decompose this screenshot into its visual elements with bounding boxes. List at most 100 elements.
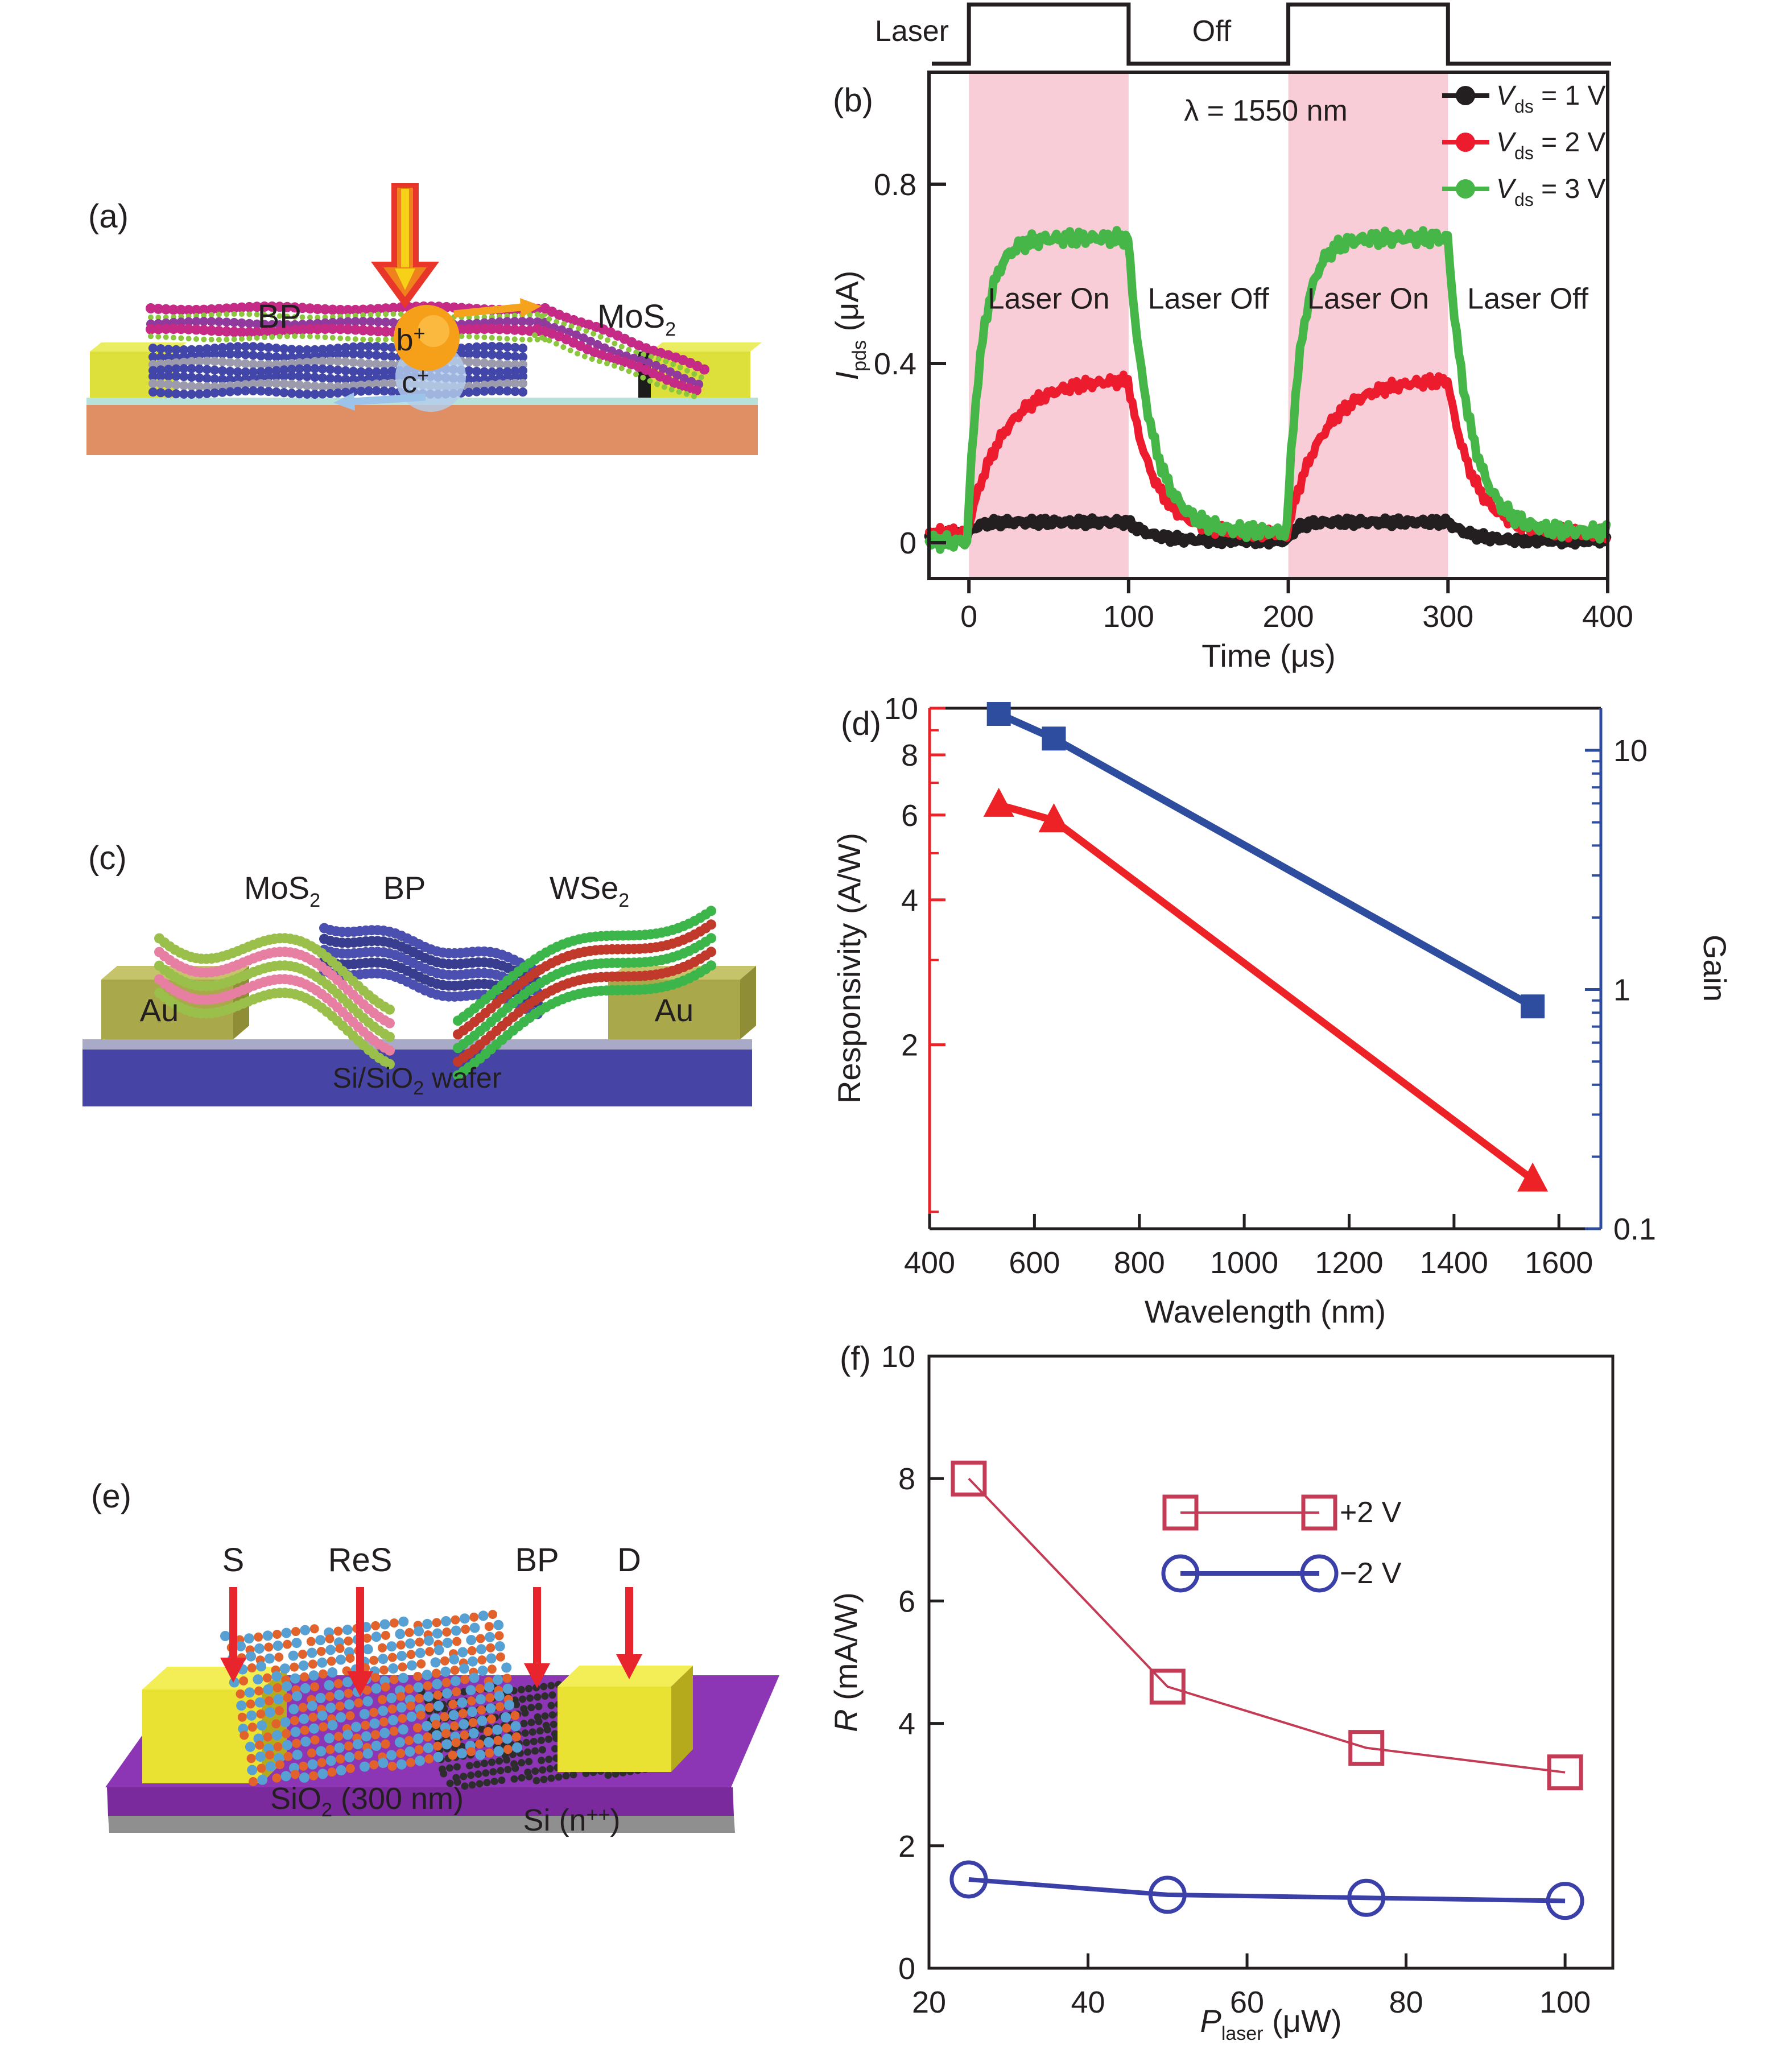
electron-transfer-arrowhead bbox=[333, 393, 355, 411]
tick-label: 8 bbox=[898, 1462, 915, 1496]
right-au-label: Au bbox=[655, 992, 694, 1028]
panel-b-time-trace-chart: 0 0.4 0.8 0 100 200 300 400 Laser On Laser Off Las… bbox=[829, 2, 1633, 674]
wafer-label: Si/SiO2 wafer bbox=[333, 1062, 502, 1099]
data-point bbox=[1547, 1754, 1583, 1791]
tick-label: 100 bbox=[1539, 1985, 1591, 2019]
electron-transfer-arrow bbox=[352, 393, 426, 406]
wse2-flake bbox=[453, 906, 716, 1081]
laser-on-band bbox=[1288, 72, 1448, 579]
panel-e-device-diagram: (e) S ReS BP D SiO2 (300 nm) Si (n++) bbox=[91, 1478, 779, 1837]
contact-arrowhead bbox=[616, 1654, 642, 1679]
res-label: ReS bbox=[328, 1542, 393, 1579]
tick-label: 6 bbox=[898, 1584, 915, 1618]
si-label: Si (n++) bbox=[523, 1803, 620, 1837]
panel-d-label: (d) bbox=[841, 705, 881, 742]
hole-transfer-arrowhead bbox=[520, 298, 542, 317]
right-electrode-top bbox=[651, 342, 762, 352]
panel-b-x-axis-title: Time (μs) bbox=[1201, 638, 1335, 674]
contact-arrowhead bbox=[347, 1671, 373, 1696]
panel-e-label: (e) bbox=[91, 1478, 131, 1515]
panel-b-legend-markers bbox=[1442, 86, 1489, 199]
panel-b-label: (b) bbox=[833, 82, 873, 119]
panel-d-series bbox=[983, 702, 1549, 1192]
tick-label: 1 bbox=[1613, 973, 1630, 1007]
panel-f-series bbox=[949, 1460, 1584, 1920]
left-au-label: Au bbox=[140, 992, 179, 1028]
data-point bbox=[983, 787, 1014, 817]
tick-label: 1200 bbox=[1315, 1246, 1383, 1280]
tick-label: 6 bbox=[901, 799, 918, 833]
photocurrent-traces bbox=[924, 226, 1612, 554]
data-point bbox=[1038, 803, 1070, 833]
timing-off-label: Off bbox=[1192, 15, 1232, 48]
tick-label: 4 bbox=[898, 1707, 915, 1741]
contact-arrowhead bbox=[524, 1663, 550, 1688]
legend-entry-minus2v: −2 V bbox=[1340, 1557, 1402, 1590]
drain-electrode-side bbox=[671, 1666, 693, 1772]
wafer-block bbox=[82, 1050, 752, 1106]
region-label: Laser Off bbox=[1467, 283, 1588, 316]
contact-arrowhead bbox=[220, 1658, 246, 1683]
data-point bbox=[1301, 1494, 1337, 1531]
plot-frame bbox=[927, 71, 1609, 580]
right-au-side bbox=[740, 966, 756, 1039]
gain-axis-title: Gain bbox=[1697, 935, 1733, 1002]
series-line bbox=[968, 1877, 1566, 1903]
tick-label: 1400 bbox=[1420, 1246, 1488, 1280]
laser-arrow-core-tip bbox=[395, 268, 415, 290]
tick-label: 80 bbox=[1389, 1985, 1423, 2019]
wse2-label: WSe2 bbox=[550, 870, 629, 911]
panel-c-device-diagram: (c) MoS2 BP WSe2 Au Au Si/SiO2 wafer bbox=[82, 840, 756, 1106]
data-point bbox=[1347, 1878, 1386, 1917]
panel-d-x-axis-title: Wavelength (nm) bbox=[1145, 1294, 1386, 1329]
mos2-flake bbox=[154, 933, 395, 1069]
tick-label: 10 bbox=[1613, 734, 1648, 768]
tick-label: 60 bbox=[1230, 1985, 1264, 2019]
data-point bbox=[1348, 1730, 1385, 1766]
legend-entry-plus2v: +2 V bbox=[1340, 1496, 1402, 1529]
laser-timing-wave bbox=[932, 2, 1611, 66]
data-point bbox=[1161, 1554, 1200, 1593]
data-point bbox=[1517, 1162, 1549, 1192]
panel-f-x-axis-title: Plaser (μW) bbox=[1200, 2003, 1341, 2044]
laser-on-shaded-bands bbox=[969, 72, 1448, 579]
bp-label: BP bbox=[258, 298, 302, 335]
legend-entry-vds-3v: Vds = 3 V bbox=[1496, 174, 1606, 210]
panel-d-axes: 400 600 800 1000 1200 1400 1600 10 8 6 4 2 10 1 0.1 bbox=[884, 692, 1656, 1280]
tick-label: 20 bbox=[912, 1985, 946, 2019]
laser-on-band bbox=[969, 72, 1129, 579]
tick-label: 0 bbox=[898, 1952, 915, 1986]
timing-square-wave bbox=[932, 2, 1611, 66]
interlayer bbox=[82, 1039, 752, 1050]
data-point bbox=[1042, 726, 1066, 751]
hole-label: b+ bbox=[396, 321, 425, 357]
bp-label: BP bbox=[515, 1542, 559, 1579]
tick-label: 0.4 bbox=[874, 347, 916, 381]
wavelength-annotation: λ = 1550 nm bbox=[1184, 94, 1348, 127]
trace-1 bbox=[924, 513, 1612, 550]
timing-laser-label: Laser bbox=[875, 15, 949, 48]
data-point bbox=[1148, 1876, 1187, 1914]
hole-transfer-arrow bbox=[453, 303, 522, 318]
tick-label: 200 bbox=[1263, 600, 1314, 634]
series-line-gain bbox=[997, 710, 1535, 1010]
data-point bbox=[986, 702, 1011, 726]
panel-d-responsivity-gain-chart: 400 600 800 1000 1200 1400 1600 10 8 6 4 2 10 1 0.1 (d… bbox=[831, 692, 1733, 1329]
tick-label: 1600 bbox=[1525, 1246, 1593, 1280]
tick-label: 10 bbox=[884, 692, 918, 726]
panel-f-y-axis-title: R (mA/W) bbox=[828, 1592, 864, 1732]
data-point bbox=[949, 1860, 988, 1899]
panel-f-legend-markers bbox=[1161, 1494, 1339, 1593]
panel-f-axes: 20 40 60 80 100 0 2 4 6 8 10 bbox=[881, 1340, 1615, 2019]
data-point bbox=[1162, 1494, 1199, 1531]
data-point bbox=[951, 1460, 987, 1497]
tick-label: 0 bbox=[960, 600, 977, 634]
panel-b-axes: 0 0.4 0.8 0 100 200 300 400 Laser On Laser Off Las… bbox=[874, 71, 1633, 634]
tick-label: 400 bbox=[904, 1246, 955, 1280]
region-label: Laser On bbox=[1307, 283, 1429, 316]
panel-f-responsivity-power-chart: 20 40 60 80 100 0 2 4 6 8 10 (f) R (mA/W) Plaser (… bbox=[828, 1340, 1615, 2044]
data-point bbox=[1300, 1554, 1339, 1593]
tick-label: 4 bbox=[901, 883, 918, 918]
data-point bbox=[1149, 1668, 1186, 1705]
mos2-label: MoS2 bbox=[597, 298, 676, 340]
